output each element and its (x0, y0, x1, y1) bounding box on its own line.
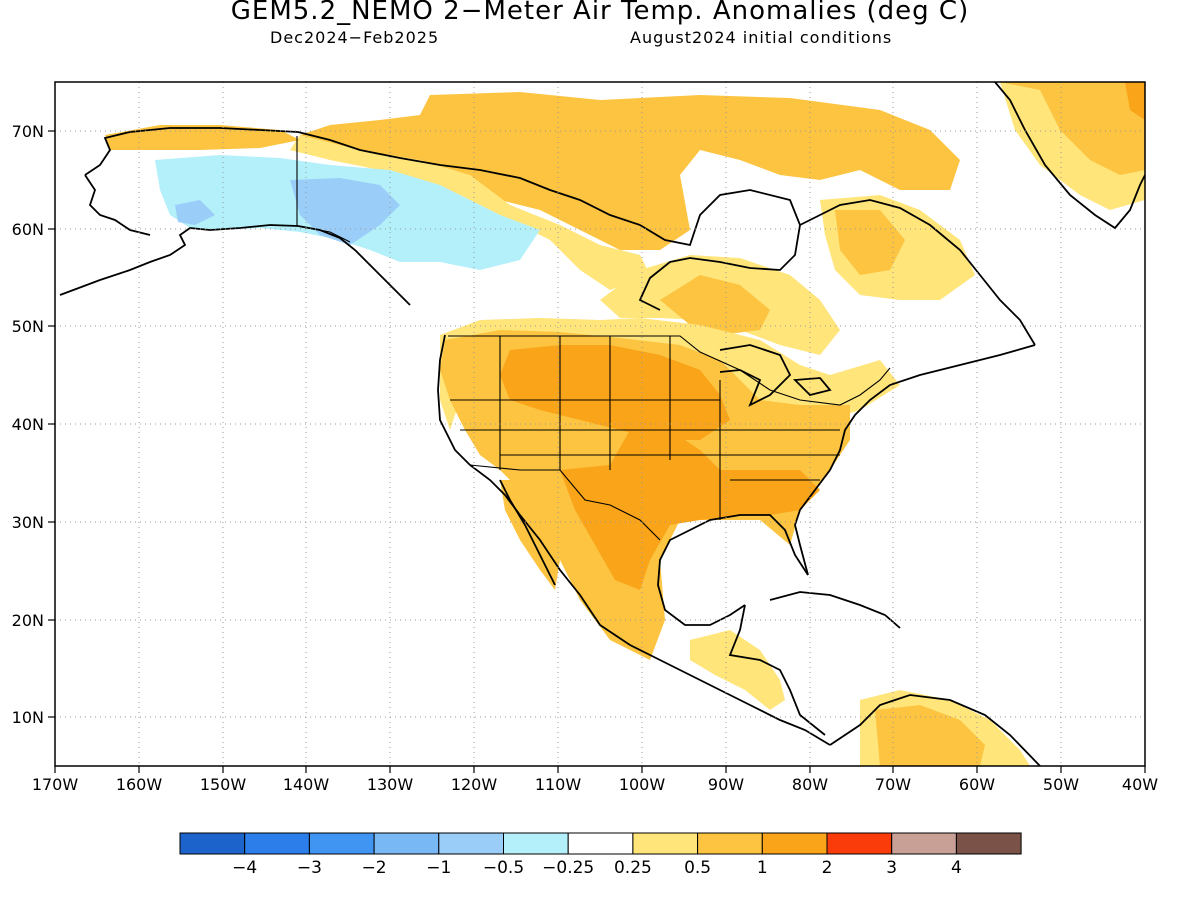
lon-label: 40W (1122, 775, 1158, 794)
anomaly-region-central-hot (500, 345, 730, 440)
border-us-canada (448, 335, 891, 406)
colorbar-label: −3 (297, 858, 322, 878)
coastline-alaska-west (84, 174, 151, 236)
lon-label: 70W (875, 775, 911, 794)
coastline-labrador (799, 199, 1036, 346)
map-title: GEM5.2_NEMO 2−Meter Air Temp. Anomalies … (230, 0, 970, 26)
lon-label: 120W (451, 775, 498, 794)
coastline-arctic-canada (297, 131, 641, 226)
coastline-great-lakes (719, 344, 832, 407)
coastline-pacific-mexico (437, 334, 831, 746)
anomaly-region-central-america (690, 630, 785, 710)
coastline-east (794, 344, 1036, 576)
coastline-baja (499, 479, 556, 586)
tick-marks (48, 130, 1146, 773)
anomaly-region-alaska-cool (290, 178, 400, 245)
forecast-period: Dec2024−Feb2025 (270, 28, 440, 47)
colorbar-swatch (632, 832, 699, 855)
anomaly-region-greenland-light (1000, 82, 1145, 210)
anomaly-region-labrador-warm (835, 210, 905, 275)
colorbar-label: −1 (426, 858, 451, 878)
initial-conditions: August2024 initial conditions (630, 28, 893, 47)
lat-label: 60N (12, 220, 44, 239)
colorbar-swatch (697, 832, 763, 855)
lon-labels: 170W 160W 150W 140W 130W 120W 110W 100W … (32, 775, 1158, 794)
colorbar-swatch (761, 832, 828, 855)
anomaly-region-south-hot (560, 430, 820, 590)
colorbar-label: 3 (886, 858, 897, 878)
colorbar-swatch (503, 832, 569, 855)
anomaly-region-greenland-hot (1125, 82, 1145, 120)
colorbar-swatch (826, 832, 893, 855)
lon-label: 140W (283, 775, 330, 794)
colorbar-swatch (891, 832, 957, 855)
colorbar-label: 0.25 (614, 858, 652, 878)
coastline-hudson-bay (638, 189, 801, 311)
border-state-lines-1 (499, 336, 721, 520)
colorbar-swatch (244, 832, 310, 855)
lat-labels: 10N 20N 30N 40N 50N 60N 70N (12, 122, 44, 727)
coastline-caribbean (728, 604, 826, 736)
anomaly-region-alaska-cool-2 (175, 200, 215, 225)
colorbar-label: −4 (232, 858, 257, 878)
lon-label: 50W (1043, 775, 1079, 794)
graticule (55, 82, 1145, 766)
colorbar-label: −2 (362, 858, 387, 878)
border-alaska-canada (296, 136, 351, 243)
lon-label: 170W (32, 775, 79, 794)
lon-label: 90W (708, 775, 744, 794)
lat-label: 70N (12, 122, 44, 141)
coastline-cuba (769, 591, 901, 629)
lon-label: 130W (367, 775, 414, 794)
lon-label: 160W (116, 775, 163, 794)
lon-label: 100W (619, 775, 666, 794)
colorbar-swatch (373, 832, 440, 855)
lat-label: 10N (12, 708, 44, 727)
anomaly-region-alaska-north (105, 125, 300, 150)
colorbar-label: 0.5 (684, 858, 711, 878)
colorbar-swatch (955, 832, 1022, 855)
coastline-alaska (59, 224, 411, 306)
anomaly-region-south-america-warm (875, 705, 985, 766)
coastline-south-america (829, 694, 1041, 766)
border-us-mexico (469, 464, 661, 541)
colorbar-swatch (179, 832, 246, 855)
lon-label: 80W (792, 775, 828, 794)
colorbar-swatch (308, 832, 375, 855)
lon-label: 60W (959, 775, 995, 794)
colorbar: −4 −3 −2 −1 −0.5 −0.25 0.25 0.5 1 2 3 4 (179, 832, 1022, 878)
colorbar-swatch (567, 832, 634, 855)
lat-label: 50N (12, 317, 44, 336)
colorbar-swatch (438, 832, 504, 855)
colorbar-label: 1 (757, 858, 768, 878)
lat-label: 20N (12, 611, 44, 630)
border-state-lines-2 (450, 399, 840, 481)
borders (296, 136, 891, 541)
coastlines (59, 82, 1145, 766)
lat-label: 40N (12, 415, 44, 434)
anomaly-region-ontario-warm (660, 275, 770, 335)
lon-label: 110W (535, 775, 582, 794)
lon-label: 150W (200, 775, 247, 794)
colorbar-label: 4 (951, 858, 962, 878)
coastline-gulf (657, 514, 809, 626)
colorbar-label: −0.25 (542, 858, 594, 878)
colorbar-label: 2 (822, 858, 833, 878)
coastline-greenland (994, 82, 1145, 230)
anomaly-region-arctic-light (290, 135, 650, 290)
lat-label: 30N (12, 513, 44, 532)
coastline-alaska-north (84, 127, 299, 176)
colorbar-label: −0.5 (483, 858, 524, 878)
